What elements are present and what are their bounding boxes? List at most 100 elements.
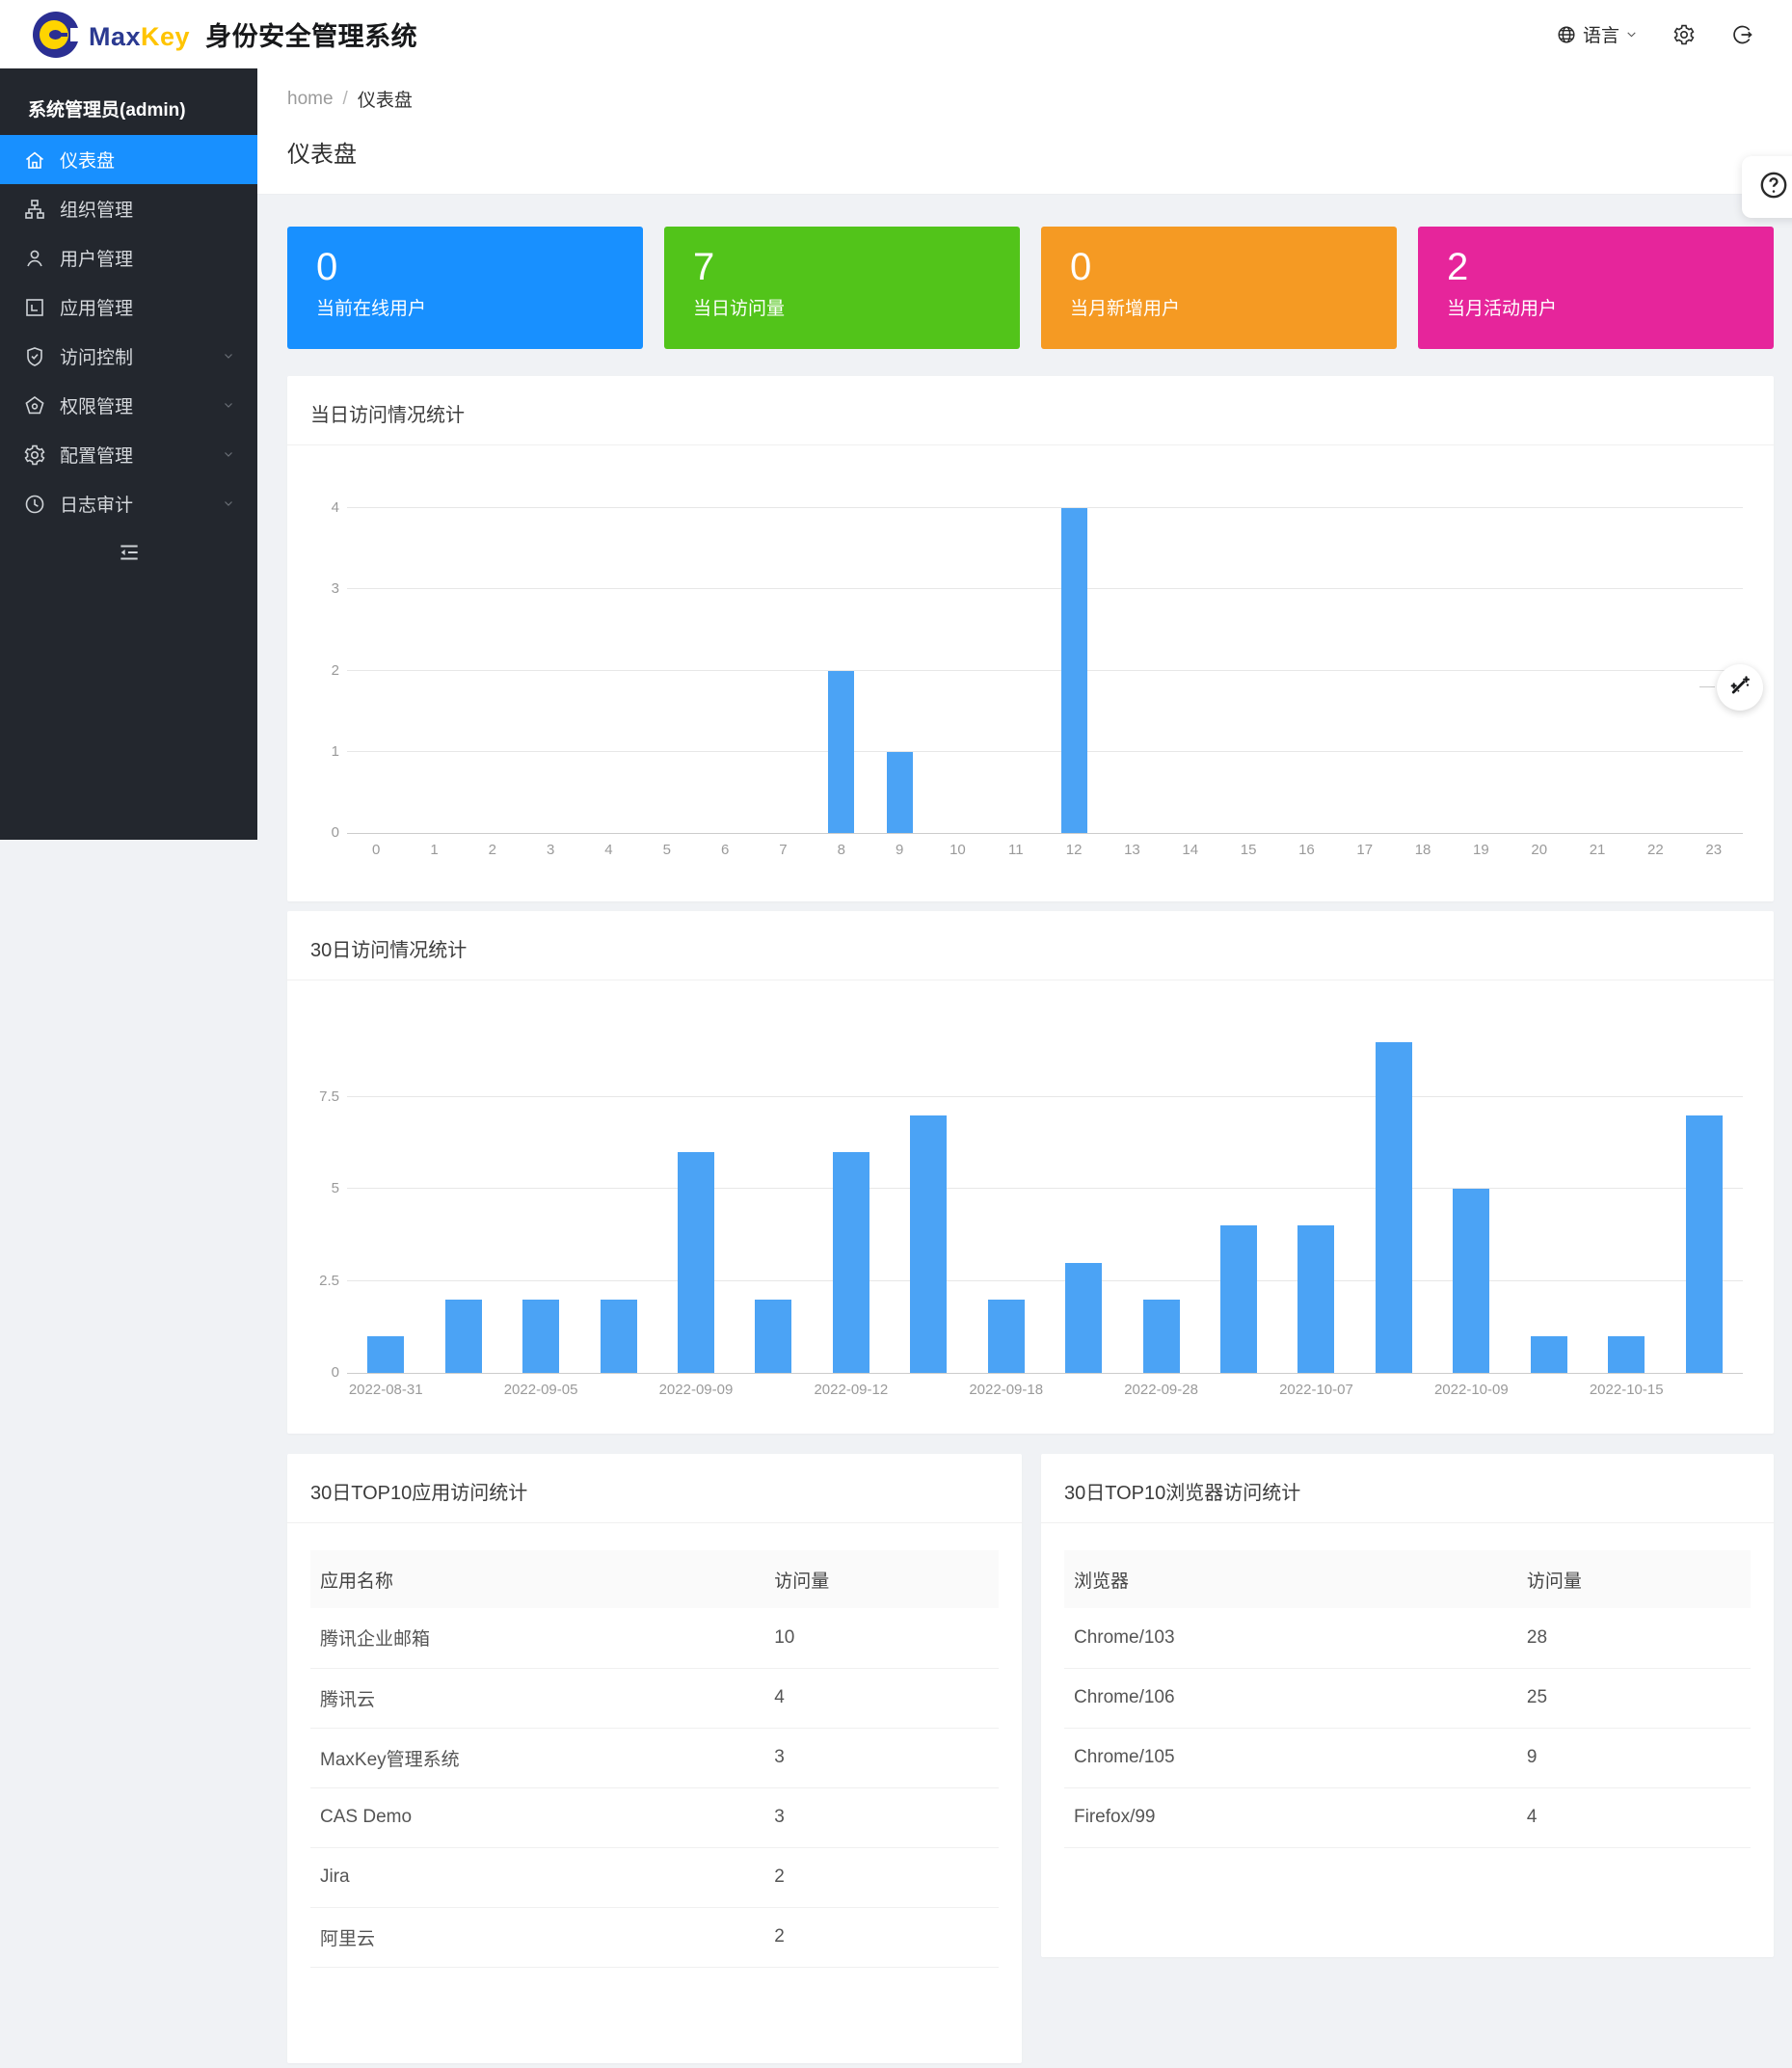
chevron-down-icon — [1625, 28, 1638, 40]
bar — [987, 1299, 1025, 1373]
breadcrumb: home / 仪表盘 — [287, 86, 1792, 112]
x-axis-tick: 20 — [1531, 842, 1548, 858]
table-title: 30日TOP10浏览器访问统计 — [1064, 1483, 1301, 1504]
table-header-row: 应用名称 访问量 — [310, 1550, 999, 1608]
sidebar-item-users[interactable]: 用户管理 — [0, 233, 257, 282]
bar — [367, 1335, 405, 1373]
table-row: Jira 2 — [310, 1847, 999, 1908]
bar-slot — [813, 1034, 890, 1373]
gridline — [347, 1279, 1743, 1281]
sidebar-item-label: 组织管理 — [60, 201, 134, 221]
chart-title: 30日访问情况统计 — [310, 940, 468, 961]
x-axis-tick: 9 — [895, 842, 904, 858]
sidebar-item-config[interactable]: 配置管理 — [0, 430, 257, 479]
y-axis-tick: 1 — [331, 742, 339, 760]
table-cell: 4 — [1516, 1787, 1751, 1848]
bar — [444, 1299, 482, 1373]
top10-apps-table: 应用名称 访问量 腾讯企业邮箱 10 腾讯云 4 MaxKey管理系统 3 CAS Demo 3 J… — [310, 1550, 999, 1968]
page-header: home / 仪表盘 仪表盘 — [257, 68, 1792, 195]
brand-max: Max — [89, 22, 142, 51]
x-axis-tick — [735, 1382, 812, 1398]
sidebar-item-access[interactable]: 访问控制 — [0, 332, 257, 381]
help-button[interactable] — [1742, 156, 1792, 218]
x-axis-tick: 2022-10-15 — [1589, 1382, 1664, 1398]
magic-wand-icon — [1726, 672, 1753, 704]
sidebar-item-dashboard[interactable]: 仪表盘 — [0, 135, 257, 184]
shield-icon — [23, 345, 46, 368]
x-axis-tick: 8 — [837, 842, 845, 858]
x-axis-tick: 2 — [488, 842, 496, 858]
brand-title: MaxKey 身份安全管理系统 — [89, 15, 417, 53]
breadcrumb-home[interactable]: home — [287, 88, 334, 109]
theme-wand-button[interactable] — [1717, 664, 1763, 711]
bar-slot — [870, 508, 928, 833]
bar-slot — [1452, 508, 1510, 833]
sidebar-item-label: 权限管理 — [60, 397, 134, 417]
table-cell: 10 — [764, 1608, 999, 1669]
stat-cards-row: 0 当前在线用户 7 当日访问量 0 当月新增用户 2 当月活动用户 — [287, 227, 1774, 349]
stat-value: 2 — [1447, 246, 1469, 288]
table-row: Firefox/99 4 — [1064, 1787, 1751, 1848]
language-label: 语言 — [1582, 26, 1619, 46]
x-axis-tick: 2022-10-09 — [1433, 1382, 1509, 1398]
y-axis-tick: 4 — [331, 499, 339, 516]
table-cell: Firefox/99 — [1064, 1787, 1517, 1848]
sidebar-item-apps[interactable]: 应用管理 — [0, 282, 257, 332]
x-axis-tick: 0 — [371, 842, 381, 858]
x-axis-tick: 13 — [1124, 842, 1140, 858]
sidebar-item-audit[interactable]: 日志审计 — [0, 479, 257, 528]
brand-product: 身份安全管理系统 — [205, 22, 418, 51]
x-axis-tick: 1 — [430, 842, 439, 858]
table-cell: CAS Demo — [310, 1787, 765, 1848]
sidebar-item-org[interactable]: 组织管理 — [0, 184, 257, 233]
settings-button[interactable] — [1672, 23, 1696, 46]
bar-slot — [1511, 1034, 1588, 1373]
bar — [755, 1299, 792, 1373]
monthly-visits-chart: 0 2.5 5 7.5 2022-08-31 2022-09-05 2022-09-09 2… — [287, 1034, 1774, 1398]
perm-icon — [23, 394, 46, 417]
maxkey-logo-icon — [33, 11, 82, 58]
gridline — [347, 750, 1743, 752]
bar-slot — [890, 1034, 967, 1373]
y-axis-tick: 2 — [331, 661, 339, 679]
bar-slot — [1665, 1034, 1742, 1373]
stat-value: 0 — [316, 246, 338, 288]
language-selector[interactable]: 语言 — [1556, 21, 1638, 47]
y-axis-tick: 3 — [331, 580, 339, 598]
table-cell: 3 — [764, 1787, 999, 1848]
bar-slot — [502, 1034, 579, 1373]
divider — [287, 444, 1774, 445]
x-axis-tick — [1200, 1382, 1277, 1398]
stat-value: 0 — [1070, 246, 1092, 288]
x-axis-tick — [1045, 1382, 1122, 1398]
sidebar-item-perms[interactable]: 权限管理 — [0, 381, 257, 430]
bar-slot — [813, 508, 870, 833]
bar-slot — [754, 508, 812, 833]
stat-card-3: 2 当月活动用户 — [1418, 227, 1774, 349]
bar-slot — [1103, 508, 1161, 833]
logout-icon — [1730, 23, 1753, 46]
logout-button[interactable] — [1730, 23, 1753, 46]
table-cell: Chrome/103 — [1064, 1608, 1517, 1669]
bar — [600, 1299, 637, 1373]
bar-slot — [579, 508, 637, 833]
top10-apps-card: 30日TOP10应用访问统计 应用名称 访问量 腾讯企业邮箱 10 腾讯云 4 MaxKey… — [287, 1454, 1022, 2063]
sidebar: 系统管理员(admin) 仪表盘组织管理用户管理 应用管理 访问控制权限管理配置管理… — [0, 68, 257, 840]
table-row: 腾讯企业邮箱 10 — [310, 1608, 999, 1669]
table-row: Chrome/103 28 — [1064, 1608, 1751, 1669]
y-axis-tick: 2.5 — [319, 1272, 339, 1289]
bar — [1297, 1225, 1335, 1373]
sidebar-user: 系统管理员(admin) — [28, 100, 186, 121]
gridline — [347, 669, 1743, 671]
x-axis-tick: 14 — [1182, 842, 1199, 858]
bar-slot — [968, 1034, 1045, 1373]
divider — [1041, 1522, 1774, 1523]
table-row: MaxKey管理系统 3 — [310, 1728, 999, 1788]
y-axis-tick: 0 — [331, 1364, 339, 1381]
sidebar-nav: 仪表盘组织管理用户管理 应用管理 访问控制权限管理配置管理 日志审计 — [0, 135, 257, 528]
menu-fold-button[interactable] — [0, 540, 257, 570]
x-axis-tick: 11 — [1007, 842, 1024, 858]
stat-label: 当日访问量 — [693, 299, 786, 319]
table-cell: 2 — [764, 1847, 999, 1908]
